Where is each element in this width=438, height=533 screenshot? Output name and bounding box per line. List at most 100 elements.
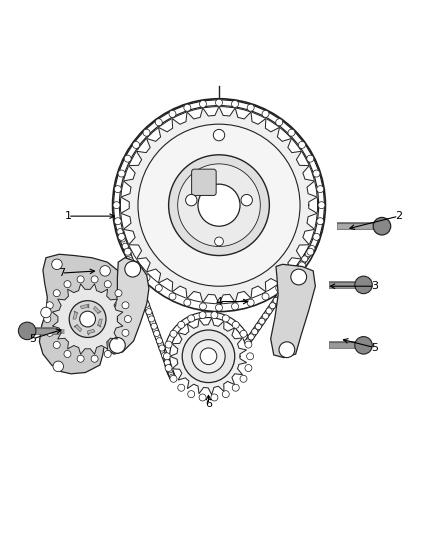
Text: 4: 4 (215, 296, 223, 306)
Circle shape (215, 99, 223, 106)
Circle shape (69, 301, 106, 337)
Circle shape (110, 337, 125, 353)
Circle shape (186, 195, 197, 206)
Circle shape (77, 276, 84, 283)
Circle shape (169, 155, 269, 255)
Circle shape (288, 274, 295, 281)
Circle shape (200, 348, 217, 365)
Text: 5: 5 (371, 343, 378, 352)
Circle shape (184, 299, 191, 306)
Polygon shape (80, 304, 88, 309)
Circle shape (122, 329, 129, 336)
Circle shape (141, 294, 147, 300)
Circle shape (151, 323, 157, 329)
Circle shape (182, 330, 235, 383)
Text: 6: 6 (205, 399, 212, 409)
Circle shape (122, 302, 129, 309)
Text: 1: 1 (64, 211, 71, 221)
Circle shape (269, 303, 276, 309)
Circle shape (317, 185, 324, 192)
Text: 2: 2 (395, 211, 402, 221)
Circle shape (245, 365, 252, 372)
Circle shape (276, 119, 283, 126)
Text: 7: 7 (58, 268, 65, 278)
Circle shape (192, 340, 225, 373)
Text: 3: 3 (371, 281, 378, 291)
Circle shape (247, 104, 254, 111)
Circle shape (114, 185, 121, 192)
Circle shape (167, 367, 173, 373)
Circle shape (178, 164, 260, 246)
Circle shape (313, 170, 320, 177)
Circle shape (117, 229, 123, 235)
Circle shape (215, 237, 223, 246)
Circle shape (232, 100, 239, 108)
Circle shape (245, 341, 252, 348)
Circle shape (240, 330, 247, 337)
Circle shape (146, 309, 152, 314)
Circle shape (199, 394, 206, 401)
Circle shape (124, 316, 131, 322)
Circle shape (262, 110, 269, 117)
Circle shape (291, 271, 297, 278)
Circle shape (133, 141, 140, 149)
Polygon shape (88, 329, 95, 334)
Circle shape (248, 334, 254, 340)
Circle shape (284, 282, 290, 288)
Polygon shape (98, 319, 102, 326)
Circle shape (232, 321, 239, 328)
Circle shape (291, 269, 307, 285)
Circle shape (91, 276, 98, 283)
Circle shape (104, 281, 111, 288)
Circle shape (213, 130, 225, 141)
Circle shape (247, 299, 254, 306)
Circle shape (178, 321, 185, 328)
Circle shape (64, 281, 71, 288)
Circle shape (188, 315, 195, 322)
Circle shape (138, 124, 300, 286)
Circle shape (52, 259, 62, 270)
Circle shape (53, 342, 60, 349)
Circle shape (169, 293, 176, 300)
Circle shape (222, 315, 229, 322)
Circle shape (143, 301, 149, 308)
Circle shape (232, 303, 239, 310)
Circle shape (104, 351, 111, 358)
Circle shape (355, 276, 372, 294)
Circle shape (170, 330, 177, 337)
Circle shape (307, 248, 314, 255)
Circle shape (124, 248, 131, 255)
Circle shape (277, 292, 283, 298)
Circle shape (317, 217, 324, 225)
Circle shape (122, 243, 128, 249)
Circle shape (155, 119, 162, 126)
Polygon shape (73, 312, 78, 319)
Circle shape (240, 375, 247, 382)
Circle shape (279, 342, 295, 358)
Circle shape (373, 217, 391, 235)
Circle shape (355, 336, 372, 354)
Circle shape (298, 261, 304, 267)
Circle shape (133, 272, 139, 278)
Circle shape (211, 312, 218, 319)
Circle shape (156, 338, 162, 344)
Circle shape (184, 104, 191, 111)
Circle shape (53, 361, 64, 372)
Polygon shape (121, 107, 317, 304)
Circle shape (262, 313, 268, 319)
Circle shape (162, 352, 168, 358)
Circle shape (313, 233, 320, 240)
Circle shape (165, 365, 172, 372)
Circle shape (125, 251, 131, 256)
Circle shape (143, 274, 150, 281)
Circle shape (273, 297, 279, 303)
Circle shape (18, 322, 36, 340)
Circle shape (188, 391, 195, 398)
Circle shape (154, 330, 160, 336)
Circle shape (198, 184, 240, 226)
Circle shape (80, 311, 95, 327)
Circle shape (241, 195, 252, 206)
Circle shape (164, 359, 170, 366)
Circle shape (118, 170, 125, 177)
Circle shape (165, 341, 172, 348)
